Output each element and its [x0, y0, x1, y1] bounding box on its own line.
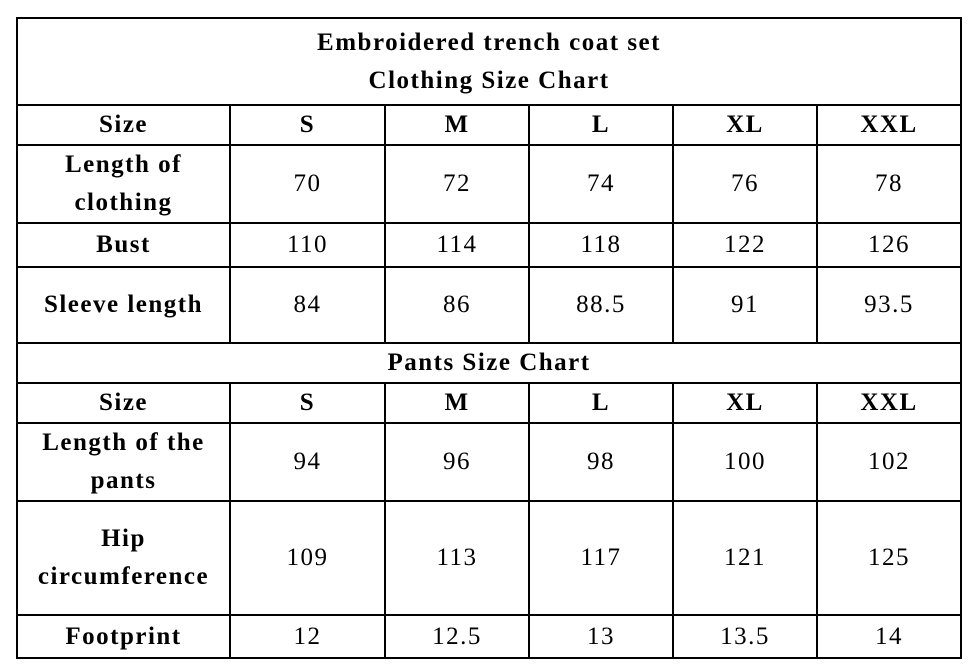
data-row: Footprint 12 12.5 13 13.5 14 — [16, 614, 963, 659]
value-cell: 109 — [229, 500, 386, 616]
value-cell: 125 — [815, 500, 963, 616]
title-line: Clothing Size Chart — [368, 66, 610, 94]
data-row: Length of the pants 94 96 98 100 102 — [16, 422, 963, 502]
value-cell: 12.5 — [384, 614, 530, 659]
header-cell: L — [528, 104, 674, 146]
header-cell: XL — [672, 104, 818, 146]
value-cell: 93.5 — [815, 266, 963, 344]
value-cell: 14 — [815, 614, 963, 659]
header-cell: XXL — [815, 382, 963, 424]
header-cell: S — [229, 382, 386, 424]
header-cell: Hip circumference — [16, 500, 231, 616]
value-cell: 100 — [672, 422, 818, 502]
value-cell: 91 — [672, 266, 818, 344]
header-cell: M — [384, 382, 530, 424]
table-body: Embroidered trench coat set Clothing Siz… — [15, 17, 963, 659]
value-cell: 78 — [815, 144, 963, 224]
header-cell: Sleeve length — [16, 266, 231, 344]
header-cell: Footprint — [16, 614, 231, 659]
value-cell: 76 — [672, 144, 818, 224]
value-cell: 98 — [528, 422, 674, 502]
data-row: Sleeve length 84 86 88.5 91 93.5 — [16, 266, 963, 344]
value-cell: 70 — [229, 144, 386, 224]
value-cell: 114 — [384, 222, 530, 268]
title-row: Embroidered trench coat set Clothing Siz… — [15, 17, 963, 106]
value-cell: 74 — [528, 144, 674, 224]
header-row: Size S M L XL XXL — [16, 104, 963, 146]
data-row: Bust 110 114 118 122 126 — [16, 222, 963, 268]
value-cell: 113 — [384, 500, 530, 616]
header-cell: L — [528, 382, 674, 424]
header-cell: M — [384, 104, 530, 146]
value-cell: 121 — [672, 500, 818, 616]
header-cell: Length of clothing — [16, 144, 231, 224]
size-table: Embroidered trench coat set Clothing Siz… — [15, 17, 963, 659]
value-cell: 88.5 — [528, 266, 674, 344]
value-cell: 72 — [384, 144, 530, 224]
value-cell: 118 — [528, 222, 674, 268]
value-cell: 13 — [528, 614, 674, 659]
header-row: Size S M L XL XXL — [16, 382, 963, 424]
value-cell: 126 — [815, 222, 963, 268]
section-title-row: Pants Size Chart — [15, 342, 963, 384]
value-cell: 102 — [815, 422, 963, 502]
header-cell: XXL — [815, 104, 963, 146]
value-cell: 96 — [384, 422, 530, 502]
value-cell: 12 — [229, 614, 386, 659]
value-cell: 84 — [229, 266, 386, 344]
header-cell: Size — [16, 104, 231, 146]
header-cell: Length of the pants — [16, 422, 231, 502]
header-cell: S — [229, 104, 386, 146]
value-cell: 122 — [672, 222, 818, 268]
value-cell: 117 — [528, 500, 674, 616]
data-row: Length of clothing 70 72 74 76 78 — [16, 144, 963, 224]
data-row: Hip circumference 109 113 117 121 125 — [16, 500, 963, 616]
header-cell: Bust — [16, 222, 231, 268]
title-line: Embroidered trench coat set — [317, 28, 661, 56]
value-cell: 94 — [229, 422, 386, 502]
header-cell: Pants Size Chart — [15, 342, 963, 384]
title-cell: Embroidered trench coat set Clothing Siz… — [15, 17, 963, 106]
value-cell: 110 — [229, 222, 386, 268]
header-cell: Size — [16, 382, 231, 424]
header-cell: XL — [672, 382, 818, 424]
value-cell: 86 — [384, 266, 530, 344]
value-cell: 13.5 — [672, 614, 818, 659]
